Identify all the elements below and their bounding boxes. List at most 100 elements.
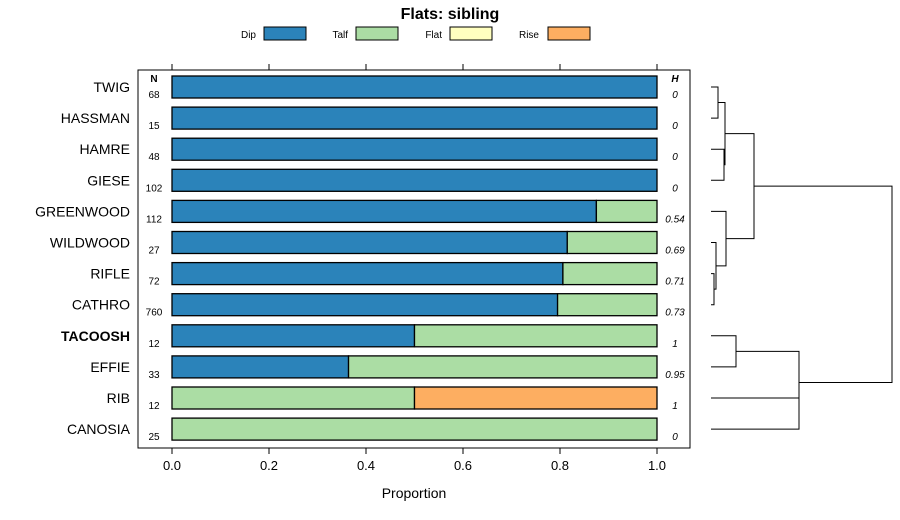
row-label: HASSMAN	[61, 110, 130, 126]
bar-segment-talf	[556, 293, 658, 317]
row-label: TWIG	[93, 79, 130, 95]
bar-segment-dip	[171, 137, 658, 161]
chart-title: Flats: sibling	[401, 6, 500, 23]
dendro-link	[725, 133, 755, 240]
n-value: 12	[148, 339, 160, 350]
bar-segment-talf	[595, 199, 658, 224]
dendro-link	[754, 185, 893, 383]
h-value: 0.69	[665, 246, 685, 257]
legend-label-rise: Rise	[519, 30, 539, 41]
n-value: 72	[148, 277, 160, 288]
row-twig: TWIG 68 0	[93, 75, 678, 101]
legend-swatch-rise	[547, 26, 591, 41]
row-label: CATHRO	[72, 297, 130, 313]
bar-segment-talf	[171, 386, 416, 410]
bar-segment-dip	[171, 168, 658, 192]
legend-swatch-talf	[355, 26, 399, 41]
dendro-link	[711, 273, 715, 306]
dendro-link	[711, 335, 737, 368]
h-value: 0.54	[665, 214, 685, 225]
dendro-link	[711, 210, 727, 267]
bar-segment-talf	[562, 261, 658, 286]
bar-segment-dip	[171, 230, 568, 255]
n-value: 68	[148, 90, 160, 101]
x-axis-label: Proportion	[382, 485, 447, 501]
bar-segment-talf	[171, 417, 658, 441]
h-value: 0	[672, 90, 678, 101]
x-axis: 0.0 0.2 0.4 0.6 0.8 1.0	[163, 448, 666, 473]
dendro-link	[711, 397, 800, 430]
h-value: 0.95	[665, 370, 685, 381]
n-value: 760	[146, 308, 163, 319]
bar-segment-dip	[171, 261, 564, 286]
h-value: 0.71	[665, 277, 684, 288]
row-cathro: CATHRO 760 0.73	[72, 293, 685, 319]
bar-segment-rise	[413, 386, 658, 410]
legend-swatch-dip	[263, 26, 307, 41]
x-tick-label: 0.6	[454, 458, 472, 473]
h-column-header: H	[671, 74, 679, 85]
row-wildwood: WILDWOOD 27 0.69	[50, 230, 685, 257]
h-value: 0	[672, 121, 678, 132]
row-label: WILDWOOD	[50, 235, 130, 251]
row-label: GIESE	[87, 172, 130, 188]
n-value: 48	[148, 152, 160, 163]
bar-segment-dip	[171, 106, 658, 130]
x-tick-label: 0.0	[163, 458, 181, 473]
h-value: 0	[672, 183, 678, 194]
row-label: GREENWOOD	[35, 203, 130, 219]
row-label: TACOOSH	[61, 328, 130, 344]
bar-segment-talf	[413, 324, 658, 348]
row-effie: EFFIE 33 0.95	[90, 355, 685, 381]
row-rib: RIB 12 1	[107, 386, 678, 412]
row-label: RIB	[107, 390, 130, 406]
n-value: 15	[148, 121, 160, 132]
legend-swatch-flat	[449, 26, 493, 41]
n-column-header: N	[150, 74, 157, 85]
n-value: 12	[148, 401, 160, 412]
bar-segment-dip	[171, 293, 559, 317]
n-value: 33	[148, 370, 160, 381]
plot-frame	[137, 69, 691, 449]
chart-rows: TWIG 68 0 HASSMAN 15 0 HAMRE 48 0 GIESE 102 0 GREENW…	[35, 75, 685, 443]
legend-label-dip: Dip	[241, 30, 256, 41]
row-label: CANOSIA	[67, 421, 131, 437]
n-value: 25	[148, 432, 160, 443]
row-canosia: CANOSIA 25 0	[67, 417, 678, 443]
row-label: RIFLE	[90, 266, 130, 282]
row-giese: GIESE 102 0	[87, 168, 678, 194]
dendrogram	[711, 86, 893, 430]
bar-segment-talf	[566, 230, 658, 255]
x-tick-label: 0.4	[357, 458, 375, 473]
row-label: HAMRE	[79, 141, 130, 157]
dendro-link	[736, 350, 800, 414]
h-value: 1	[672, 339, 678, 350]
row-label: EFFIE	[90, 359, 130, 375]
bar-segment-talf	[347, 355, 658, 379]
row-hassman: HASSMAN 15 0	[61, 106, 678, 132]
x-tick-label: 1.0	[648, 458, 666, 473]
row-hamre: HAMRE 48 0	[79, 137, 678, 163]
n-value: 27	[148, 246, 160, 257]
dendro-link	[711, 86, 719, 119]
bar-segment-dip	[171, 199, 598, 224]
row-tacoosh: TACOOSH 12 1	[61, 324, 678, 350]
h-value: 1	[672, 401, 678, 412]
h-value: 0	[672, 432, 678, 443]
x-tick-label: 0.2	[260, 458, 278, 473]
legend-label-flat: Flat	[425, 30, 442, 41]
bar-segment-dip	[171, 75, 658, 99]
h-value: 0.73	[665, 308, 685, 319]
n-value: 102	[146, 183, 163, 194]
legend-label-talf: Talf	[332, 30, 348, 41]
top-axis-ticks	[171, 64, 658, 70]
h-value: 0	[672, 152, 678, 163]
row-rifle: RIFLE 72 0.71	[90, 261, 685, 288]
legend: Dip Talf Flat Rise	[241, 26, 591, 41]
row-greenwood: GREENWOOD 112 0.54	[35, 199, 685, 225]
dendro-link	[711, 148, 725, 181]
bar-segment-dip	[171, 355, 350, 379]
bar-segment-dip	[171, 324, 416, 348]
x-tick-label: 0.8	[551, 458, 569, 473]
